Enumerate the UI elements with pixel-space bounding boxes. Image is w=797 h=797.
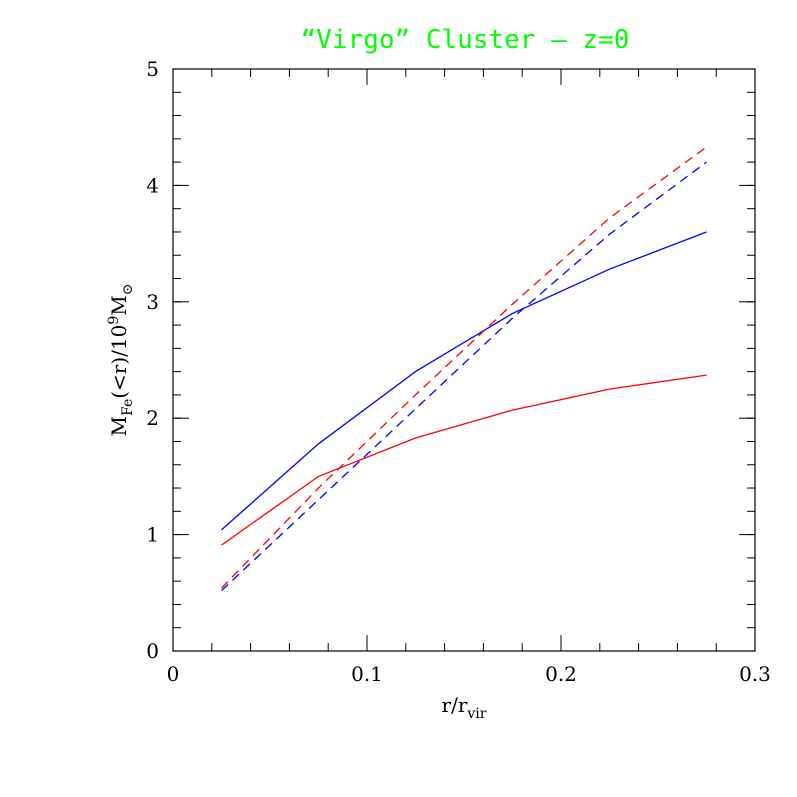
series-group: [221, 146, 707, 591]
x-tick-label: 0.2: [545, 662, 577, 686]
series-line-3: [221, 146, 707, 589]
y-tick-label: 3: [146, 290, 159, 314]
y-axis-label-rest: (<r)/10: [107, 325, 131, 399]
series-line-2: [221, 374, 707, 546]
y-axis-label-sup: 9: [106, 316, 122, 325]
x-tick-label: 0.3: [739, 662, 771, 686]
y-axis-label: MFe(<r)/109M⊙: [106, 284, 136, 437]
plot-frame: [172, 68, 756, 652]
y-tick-label: 0: [146, 639, 159, 663]
y-tick-label: 5: [146, 57, 159, 81]
series-line-4: [221, 161, 707, 591]
x-tick-label: 0.1: [351, 662, 383, 686]
y-tick-label: 2: [146, 406, 159, 430]
y-axis-label-m2: M: [107, 295, 131, 315]
series-line-1: [221, 231, 707, 531]
x-axis-label-sub: vir: [466, 706, 486, 722]
y-axis-label-m: M: [107, 416, 131, 436]
y-tick-label: 1: [146, 523, 159, 547]
x-tick-label: 0: [167, 662, 180, 686]
x-axis-label: r/rvir: [442, 693, 487, 722]
tick-labels: 0 0.1 0.2 0.3 0 1 2 3 4 5: [146, 57, 771, 686]
x-axis-label-main: r/r: [442, 693, 468, 717]
chart-title: “Virgo” Cluster – z=0: [301, 25, 630, 55]
y-axis-label-sun: ⊙: [120, 284, 136, 296]
y-tick-label: 4: [146, 173, 159, 197]
y-axis-label-sub: Fe: [120, 399, 136, 416]
axis-ticks: [172, 68, 756, 652]
